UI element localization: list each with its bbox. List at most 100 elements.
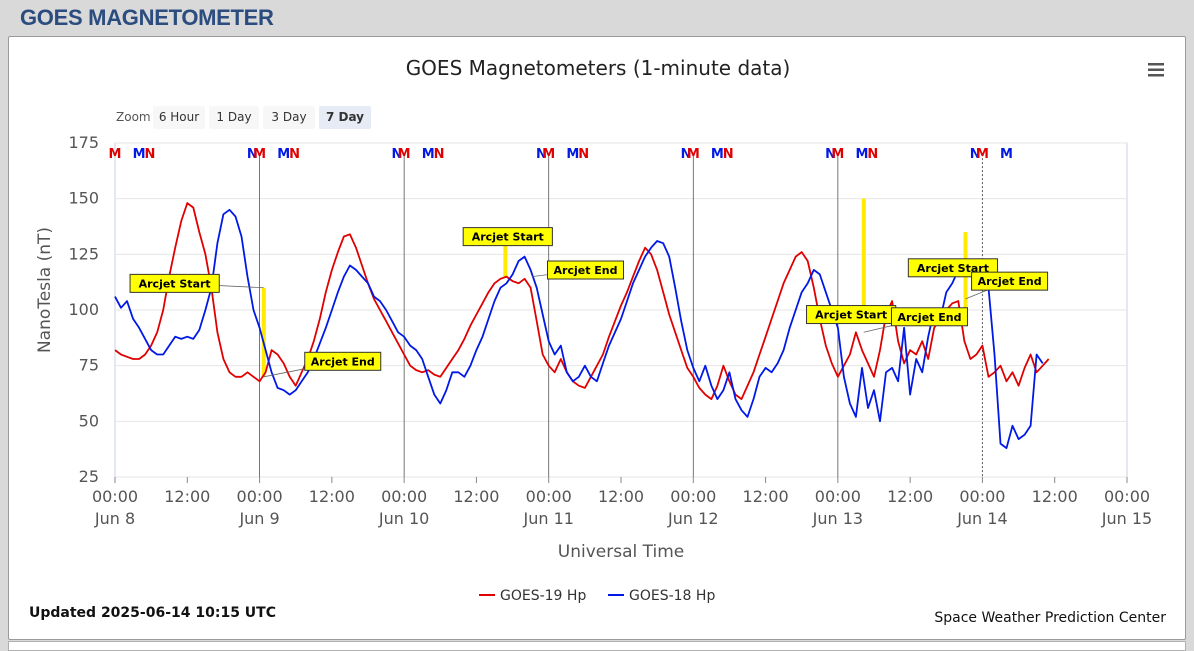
annotation-box <box>971 271 1049 291</box>
zoom-button-bg <box>319 106 371 129</box>
arcjet-annotation[interactable]: Arcjet Start <box>462 227 553 247</box>
arcjet-annotation[interactable]: Arcjet Start <box>129 273 264 293</box>
x-tick-label-time: 12:00 <box>164 487 210 506</box>
zoom-button-bg <box>263 106 315 129</box>
top-marker-n: N <box>289 147 300 162</box>
chart-title: GOES Magnetometers (1-minute data) <box>406 56 791 80</box>
top-marker-n: N <box>825 147 836 162</box>
x-tick-label-date: Jun 13 <box>812 509 863 528</box>
updated-timestamp: Updated 2025-06-14 10:15 UTC <box>29 605 276 621</box>
x-tick-label-time: 00:00 <box>670 487 716 506</box>
legend-item-goes18[interactable]: GOES-18 Hp <box>608 588 715 604</box>
top-marker-n: N <box>867 147 878 162</box>
annotation-label: Arcjet End <box>554 264 618 277</box>
top-marker-n: N <box>434 147 445 162</box>
x-tick-label-time: 12:00 <box>1032 487 1078 506</box>
x-tick-label-time: 00:00 <box>526 487 572 506</box>
x-tick-label-date: Jun 11 <box>522 509 573 528</box>
zoom-button-7-day[interactable]: 7 Day <box>319 106 371 129</box>
annotation-label: Arcjet End <box>978 275 1042 288</box>
zoom-label: Zoom <box>116 110 151 124</box>
top-marker-m: M <box>277 147 290 162</box>
x-tick-label-time: 00:00 <box>381 487 427 506</box>
hamburger-menu-icon <box>1148 63 1164 77</box>
arcjet-annotation[interactable]: Arcjet End <box>863 307 968 333</box>
zoom-button-label: 6 Hour <box>159 110 199 124</box>
x-tick-label-time: 00:00 <box>959 487 1005 506</box>
x-tick-label-date: Jun 12 <box>667 509 718 528</box>
top-marker-n: N <box>723 147 734 162</box>
magnetometer-chart: GOES Magnetometers (1-minute data) Zoom … <box>29 56 1167 626</box>
arcjet-annotation[interactable]: Arcjet End <box>531 260 625 280</box>
top-marker-m: M <box>109 147 122 162</box>
top-marker-m: M <box>566 147 579 162</box>
y-tick-label: 75 <box>79 356 99 375</box>
annotation-label: Arcjet Start <box>472 231 544 244</box>
x-tick-label-time: 00:00 <box>237 487 283 506</box>
legend-label-goes19: GOES-19 Hp <box>500 588 586 604</box>
top-marker-m: M <box>855 147 868 162</box>
top-marker-m: M <box>976 147 989 162</box>
x-tick-label-date: Jun 15 <box>1101 509 1152 528</box>
top-marker-m: M <box>687 147 700 162</box>
top-marker-n: N <box>536 147 547 162</box>
y-tick-label: 125 <box>68 244 99 263</box>
y-tick-label: 100 <box>68 300 99 319</box>
x-tick-label-time: 12:00 <box>743 487 789 506</box>
page-title: GOES MAGNETOMETER <box>20 5 274 30</box>
y-tick-label: 175 <box>68 133 99 152</box>
top-marker-n: N <box>681 147 692 162</box>
top-marker-m: M <box>711 147 724 162</box>
x-tick-label-time: 00:00 <box>92 487 138 506</box>
x-axis-title: Universal Time <box>558 542 684 562</box>
x-tick-label-time: 12:00 <box>309 487 355 506</box>
legend-label-goes18: GOES-18 Hp <box>629 588 715 604</box>
top-marker-m: M <box>542 147 555 162</box>
top-marker-n: N <box>247 147 258 162</box>
arcjet-annotation[interactable]: Arcjet End <box>263 351 382 378</box>
annotation-box <box>547 260 625 280</box>
y-tick-label: 50 <box>79 411 99 430</box>
bottom-panel-edge <box>8 641 1186 651</box>
top-marker-m: M <box>831 147 844 162</box>
zoom-button-3-day[interactable]: 3 Day <box>263 106 315 129</box>
x-tick-label-time: 12:00 <box>887 487 933 506</box>
legend: GOES-19 Hp GOES-18 Hp <box>479 588 715 604</box>
x-tick-label-time: 00:00 <box>815 487 861 506</box>
y-tick-label: 150 <box>68 189 99 208</box>
top-marker-n: N <box>391 147 402 162</box>
y-axis-title: NanoTesla (nT) <box>35 227 55 353</box>
zoom-button-label: 1 Day <box>216 110 251 124</box>
zoom-button-bg <box>153 106 205 129</box>
chart-panel: GOES Magnetometers (1-minute data) Zoom … <box>8 36 1186 640</box>
zoom-button-label: 3 Day <box>271 110 306 124</box>
annotation-label: Arcjet End <box>311 355 375 368</box>
x-tick-label-date: Jun 8 <box>94 509 135 528</box>
top-marker-m: M <box>1000 147 1013 162</box>
annotation-label: Arcjet Start <box>917 262 989 275</box>
zoom-button-label: 7 Day <box>326 110 364 124</box>
x-tick-label-time: 12:00 <box>598 487 644 506</box>
annotation-label: Arcjet End <box>897 311 961 324</box>
top-marker-n: N <box>578 147 589 162</box>
annotation-box <box>129 273 220 293</box>
zoom-button-1-day[interactable]: 1 Day <box>209 106 259 129</box>
annotation-box <box>462 227 553 247</box>
legend-item-goes19[interactable]: GOES-19 Hp <box>479 588 586 604</box>
annotation-box <box>890 307 968 327</box>
zoom-button-6-hour[interactable]: 6 Hour <box>153 106 205 129</box>
arcjet-annotation[interactable]: Arcjet Start <box>806 305 897 325</box>
plot-area: 25 50 75 100 125 150 175 00:00 Jun 8 12:00 00:00 Ju… <box>68 133 1152 528</box>
x-tick-label-time: 00:00 <box>1104 487 1150 506</box>
x-tick-label-date: Jun 9 <box>238 509 279 528</box>
zoom-buttons: 6 Hour 1 Day 3 Day 7 Day <box>153 106 371 129</box>
menu-button[interactable] <box>1145 61 1167 81</box>
annotation-label: Arcjet Start <box>139 277 211 290</box>
x-tick-label-time: 12:00 <box>453 487 499 506</box>
page-header: GOES MAGNETOMETER <box>0 0 1194 34</box>
top-marker-n: N <box>970 147 981 162</box>
arcjet-annotation[interactable]: Arcjet End <box>965 271 1049 300</box>
series-line-goes18[interactable] <box>114 208 1044 449</box>
top-marker-n: N <box>144 147 155 162</box>
annotation-box <box>304 351 382 371</box>
